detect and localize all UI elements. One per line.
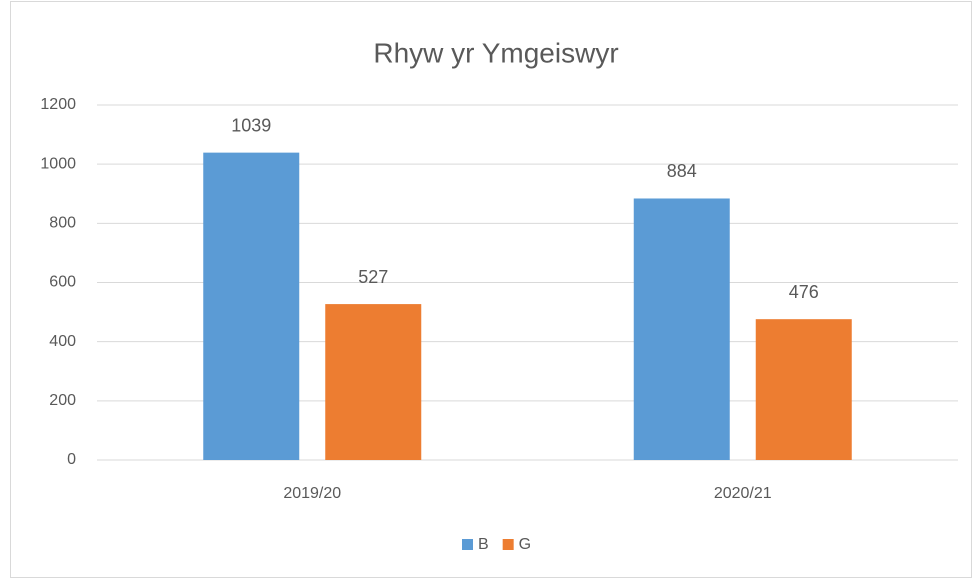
bar — [203, 152, 300, 461]
legend-swatch — [502, 539, 514, 550]
x-tick-label: 2020/21 — [714, 485, 772, 502]
data-label: 884 — [667, 161, 697, 181]
legend-label: G — [519, 536, 531, 553]
y-tick-label: 600 — [49, 274, 76, 291]
y-tick-label: 400 — [49, 333, 76, 350]
bar — [755, 319, 852, 460]
data-label: 476 — [789, 282, 819, 302]
y-tick-label: 200 — [49, 392, 76, 409]
data-label: 1039 — [231, 115, 271, 135]
chart-frame — [10, 1, 972, 578]
legend-label: B — [478, 536, 489, 553]
x-tick-label: 2019/20 — [283, 485, 341, 502]
y-tick-label: 0 — [67, 451, 76, 468]
data-label: 527 — [358, 267, 388, 287]
bar — [325, 304, 422, 460]
y-tick-label: 800 — [49, 215, 76, 232]
y-tick-label: 1000 — [40, 155, 76, 172]
y-tick-label: 1200 — [40, 96, 76, 113]
legend-swatch — [462, 539, 473, 550]
chart-title: Rhyw yr Ymgeiswyr — [373, 37, 618, 68]
bar — [633, 198, 730, 460]
